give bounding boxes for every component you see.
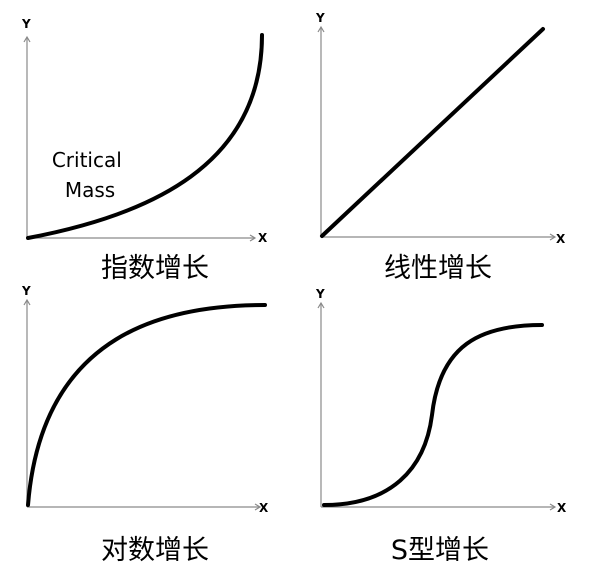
panel-logarithmic: Y X 对数增长 xyxy=(21,284,269,566)
y-axis-label: Y xyxy=(21,17,31,31)
y-axis-label: Y xyxy=(21,284,31,298)
exponential-curve xyxy=(26,33,264,240)
x-axis-label: X xyxy=(556,232,566,246)
linear-curve xyxy=(320,27,545,238)
x-axis-arrowhead xyxy=(254,503,262,511)
panel-linear: Y X 线性增长 xyxy=(315,11,566,284)
y-axis-label: Y xyxy=(315,11,325,25)
logarithmic-curve xyxy=(26,303,267,507)
y-axis-arrowhead xyxy=(317,25,325,33)
x-axis-label: X xyxy=(557,501,567,515)
critical-mass-line-1: Critical xyxy=(52,148,122,172)
critical-mass-line-2: Mass xyxy=(65,178,115,202)
y-axis-arrowhead xyxy=(23,298,31,306)
y-axis-arrowhead xyxy=(23,35,31,43)
caption-linear: 线性增长 xyxy=(384,253,492,284)
caption-exponential: 指数增长 xyxy=(101,253,209,284)
x-axis-label: X xyxy=(259,501,269,515)
s-curve xyxy=(322,323,544,507)
panel-exponential: Y X Critical Mass 指数增长 xyxy=(21,17,268,284)
y-axis-arrowhead xyxy=(317,301,325,309)
caption-s-curve: S型增长 xyxy=(391,535,489,566)
x-axis-label: X xyxy=(258,231,268,245)
x-axis-arrowhead xyxy=(249,234,257,242)
x-axis-arrowhead xyxy=(549,233,557,241)
caption-logarithmic: 对数增长 xyxy=(101,535,209,566)
y-axis-label: Y xyxy=(315,287,325,301)
x-axis-arrowhead xyxy=(549,503,557,511)
critical-mass-annotation: Critical Mass xyxy=(52,148,128,202)
panel-s-curve: Y X S型增长 xyxy=(315,287,567,566)
